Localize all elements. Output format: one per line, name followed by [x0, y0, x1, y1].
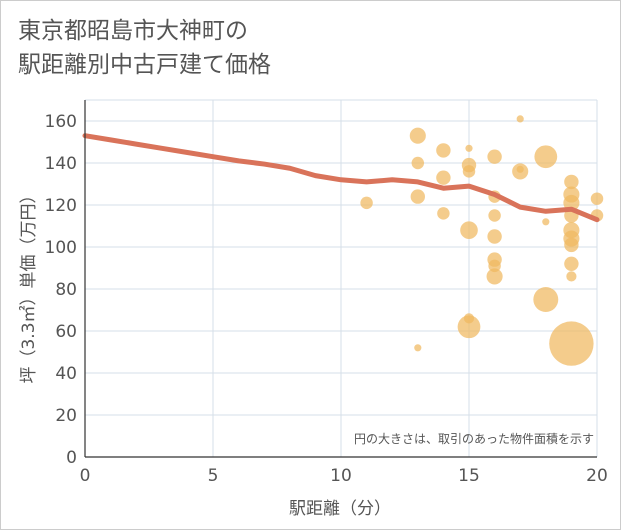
- bubble-point: [462, 165, 476, 178]
- x-tick-label: 20: [586, 466, 608, 486]
- chart-title-line-2: 駅距離別中古戸建て価格: [18, 52, 271, 78]
- bubble-point: [566, 271, 577, 282]
- bubble-point: [437, 207, 450, 220]
- x-tick-label: 10: [330, 466, 352, 486]
- bubble-point: [516, 165, 524, 173]
- bubble-point: [564, 256, 579, 271]
- y-axis-label: 坪（3.3㎡）単価（万円）: [19, 186, 39, 383]
- trend-line: [82, 133, 600, 223]
- bubble-point: [564, 237, 579, 253]
- bubble-point: [549, 321, 594, 366]
- y-tick-label: 100: [45, 238, 77, 258]
- chart-title-line-1: 東京都昭島市大神町の: [18, 18, 248, 44]
- bubble-point: [533, 287, 559, 312]
- bubble-point: [414, 344, 422, 352]
- bubble-point: [360, 196, 373, 210]
- bubble-point: [487, 149, 502, 164]
- bubble-point: [486, 268, 503, 285]
- x-tick-label: 5: [208, 466, 219, 486]
- axes: [84, 100, 597, 458]
- y-tick-label: 20: [55, 406, 77, 426]
- bubble-point: [516, 115, 524, 123]
- bubble-point: [457, 315, 481, 339]
- y-tick-label: 0: [66, 448, 77, 468]
- y-tick-label: 80: [55, 280, 77, 300]
- bubble-point: [463, 313, 475, 324]
- y-tick-label: 140: [45, 154, 77, 174]
- bubble-point: [409, 127, 426, 144]
- bubble-point: [488, 209, 501, 222]
- bubble-point: [411, 156, 425, 170]
- tick-labels: 0 20 40 60 80 100 120 140 160 0 5 10 15 20: [45, 112, 608, 486]
- y-tick-label: 60: [55, 322, 77, 342]
- grid-lines: [85, 99, 598, 457]
- y-tick-label: 120: [45, 196, 77, 216]
- bubble-point: [460, 221, 478, 240]
- trend-series: [82, 133, 600, 223]
- bubble-point: [564, 174, 579, 190]
- y-tick-label: 40: [55, 364, 77, 384]
- bubble-point: [487, 229, 502, 244]
- y-tick-label: 160: [45, 112, 77, 132]
- x-tick-label: 0: [80, 466, 91, 486]
- bubble-point: [542, 218, 550, 226]
- bubble-point: [410, 189, 425, 204]
- x-tick-label: 15: [458, 466, 480, 486]
- bubble-size-note: 円の大きさは、取引のあった物件面積を示す: [354, 431, 594, 446]
- bubble-series: [360, 115, 604, 366]
- bubble-point: [534, 145, 558, 169]
- chart-title: 東京都昭島市大神町の 駅距離別中古戸建て価格: [18, 14, 271, 82]
- bubble-point: [436, 170, 451, 185]
- bubble-point: [563, 194, 580, 211]
- bubble-point: [465, 144, 473, 152]
- bubble-point: [436, 143, 451, 158]
- x-axis-label: 駅距離（分）: [289, 499, 391, 519]
- bubble-point: [590, 192, 604, 205]
